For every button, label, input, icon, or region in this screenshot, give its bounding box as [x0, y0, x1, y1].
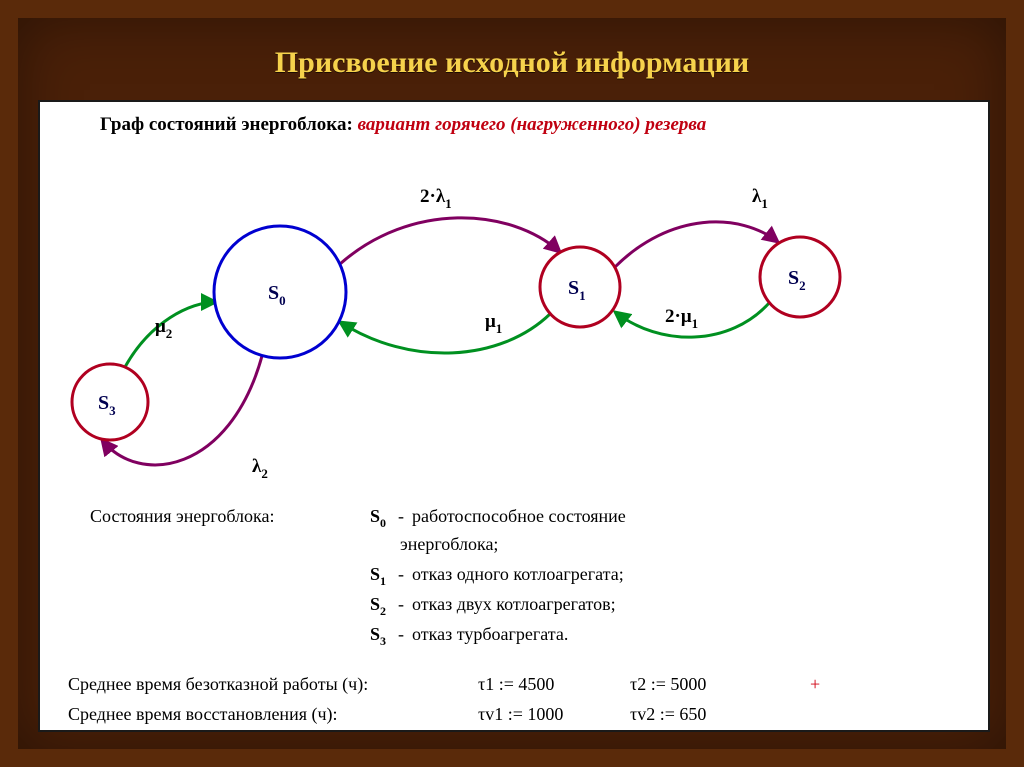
legend-dash-4: - [398, 624, 404, 644]
legend-dash-2: - [398, 564, 404, 584]
edge-label-e21: 2·μ1 [665, 306, 698, 331]
legend-desc-1: энергоблока; [400, 534, 498, 554]
page-title: Присвоение исходной информации [18, 46, 1006, 80]
footer-text-1: Среднее время восстановления (ч): [68, 704, 338, 725]
footer-val-0-0: τ1 := 4500 [478, 674, 554, 694]
legend-desc-2: отказ одного котлоагрегата; [412, 564, 624, 584]
edge-e12 [615, 222, 778, 267]
edge-label-e12: λ1 [752, 186, 768, 211]
edge-label-e03: λ2 [252, 456, 268, 481]
legend-label-0: S0 [370, 506, 386, 530]
footer-val-1-0: τv1 := 1000 [478, 704, 563, 724]
legend-desc-4: отказ турбоагрегата. [412, 624, 568, 644]
plus-mark: + [810, 674, 820, 694]
legend-desc-0: работоспособное состояние [412, 506, 626, 526]
edge-label-e01: 2·λ1 [420, 186, 452, 211]
node-S0 [214, 226, 346, 358]
legend-label-2: S1 [370, 564, 386, 588]
node-S3 [72, 364, 148, 440]
edge-e10 [340, 314, 550, 353]
legend-dash-0: - [398, 506, 404, 526]
footer-val-0-1: τ2 := 5000 [630, 674, 706, 694]
legend-desc-3: отказ двух котлоагрегатов; [412, 594, 616, 614]
legend-label-3: S2 [370, 594, 386, 618]
edge-label-e10: μ1 [485, 311, 502, 336]
footer-val-1-1: τv2 := 650 [630, 704, 706, 724]
legend-dash-3: - [398, 594, 404, 614]
graph-header: Граф состояний энергоблока: вариант горя… [100, 114, 707, 135]
node-S1 [540, 247, 620, 327]
edge-e01 [340, 218, 560, 264]
node-S2 [760, 237, 840, 317]
legend-header: Состояния энергоблока: [90, 506, 275, 526]
state-graph: Граф состояний энергоблока: вариант горя… [40, 102, 988, 730]
diagram-panel: Граф состояний энергоблока: вариант горя… [38, 100, 990, 732]
legend-label-4: S3 [370, 624, 386, 648]
edge-label-e30: μ2 [155, 316, 172, 341]
footer-text-0: Среднее время безотказной работы (ч): [68, 674, 368, 695]
